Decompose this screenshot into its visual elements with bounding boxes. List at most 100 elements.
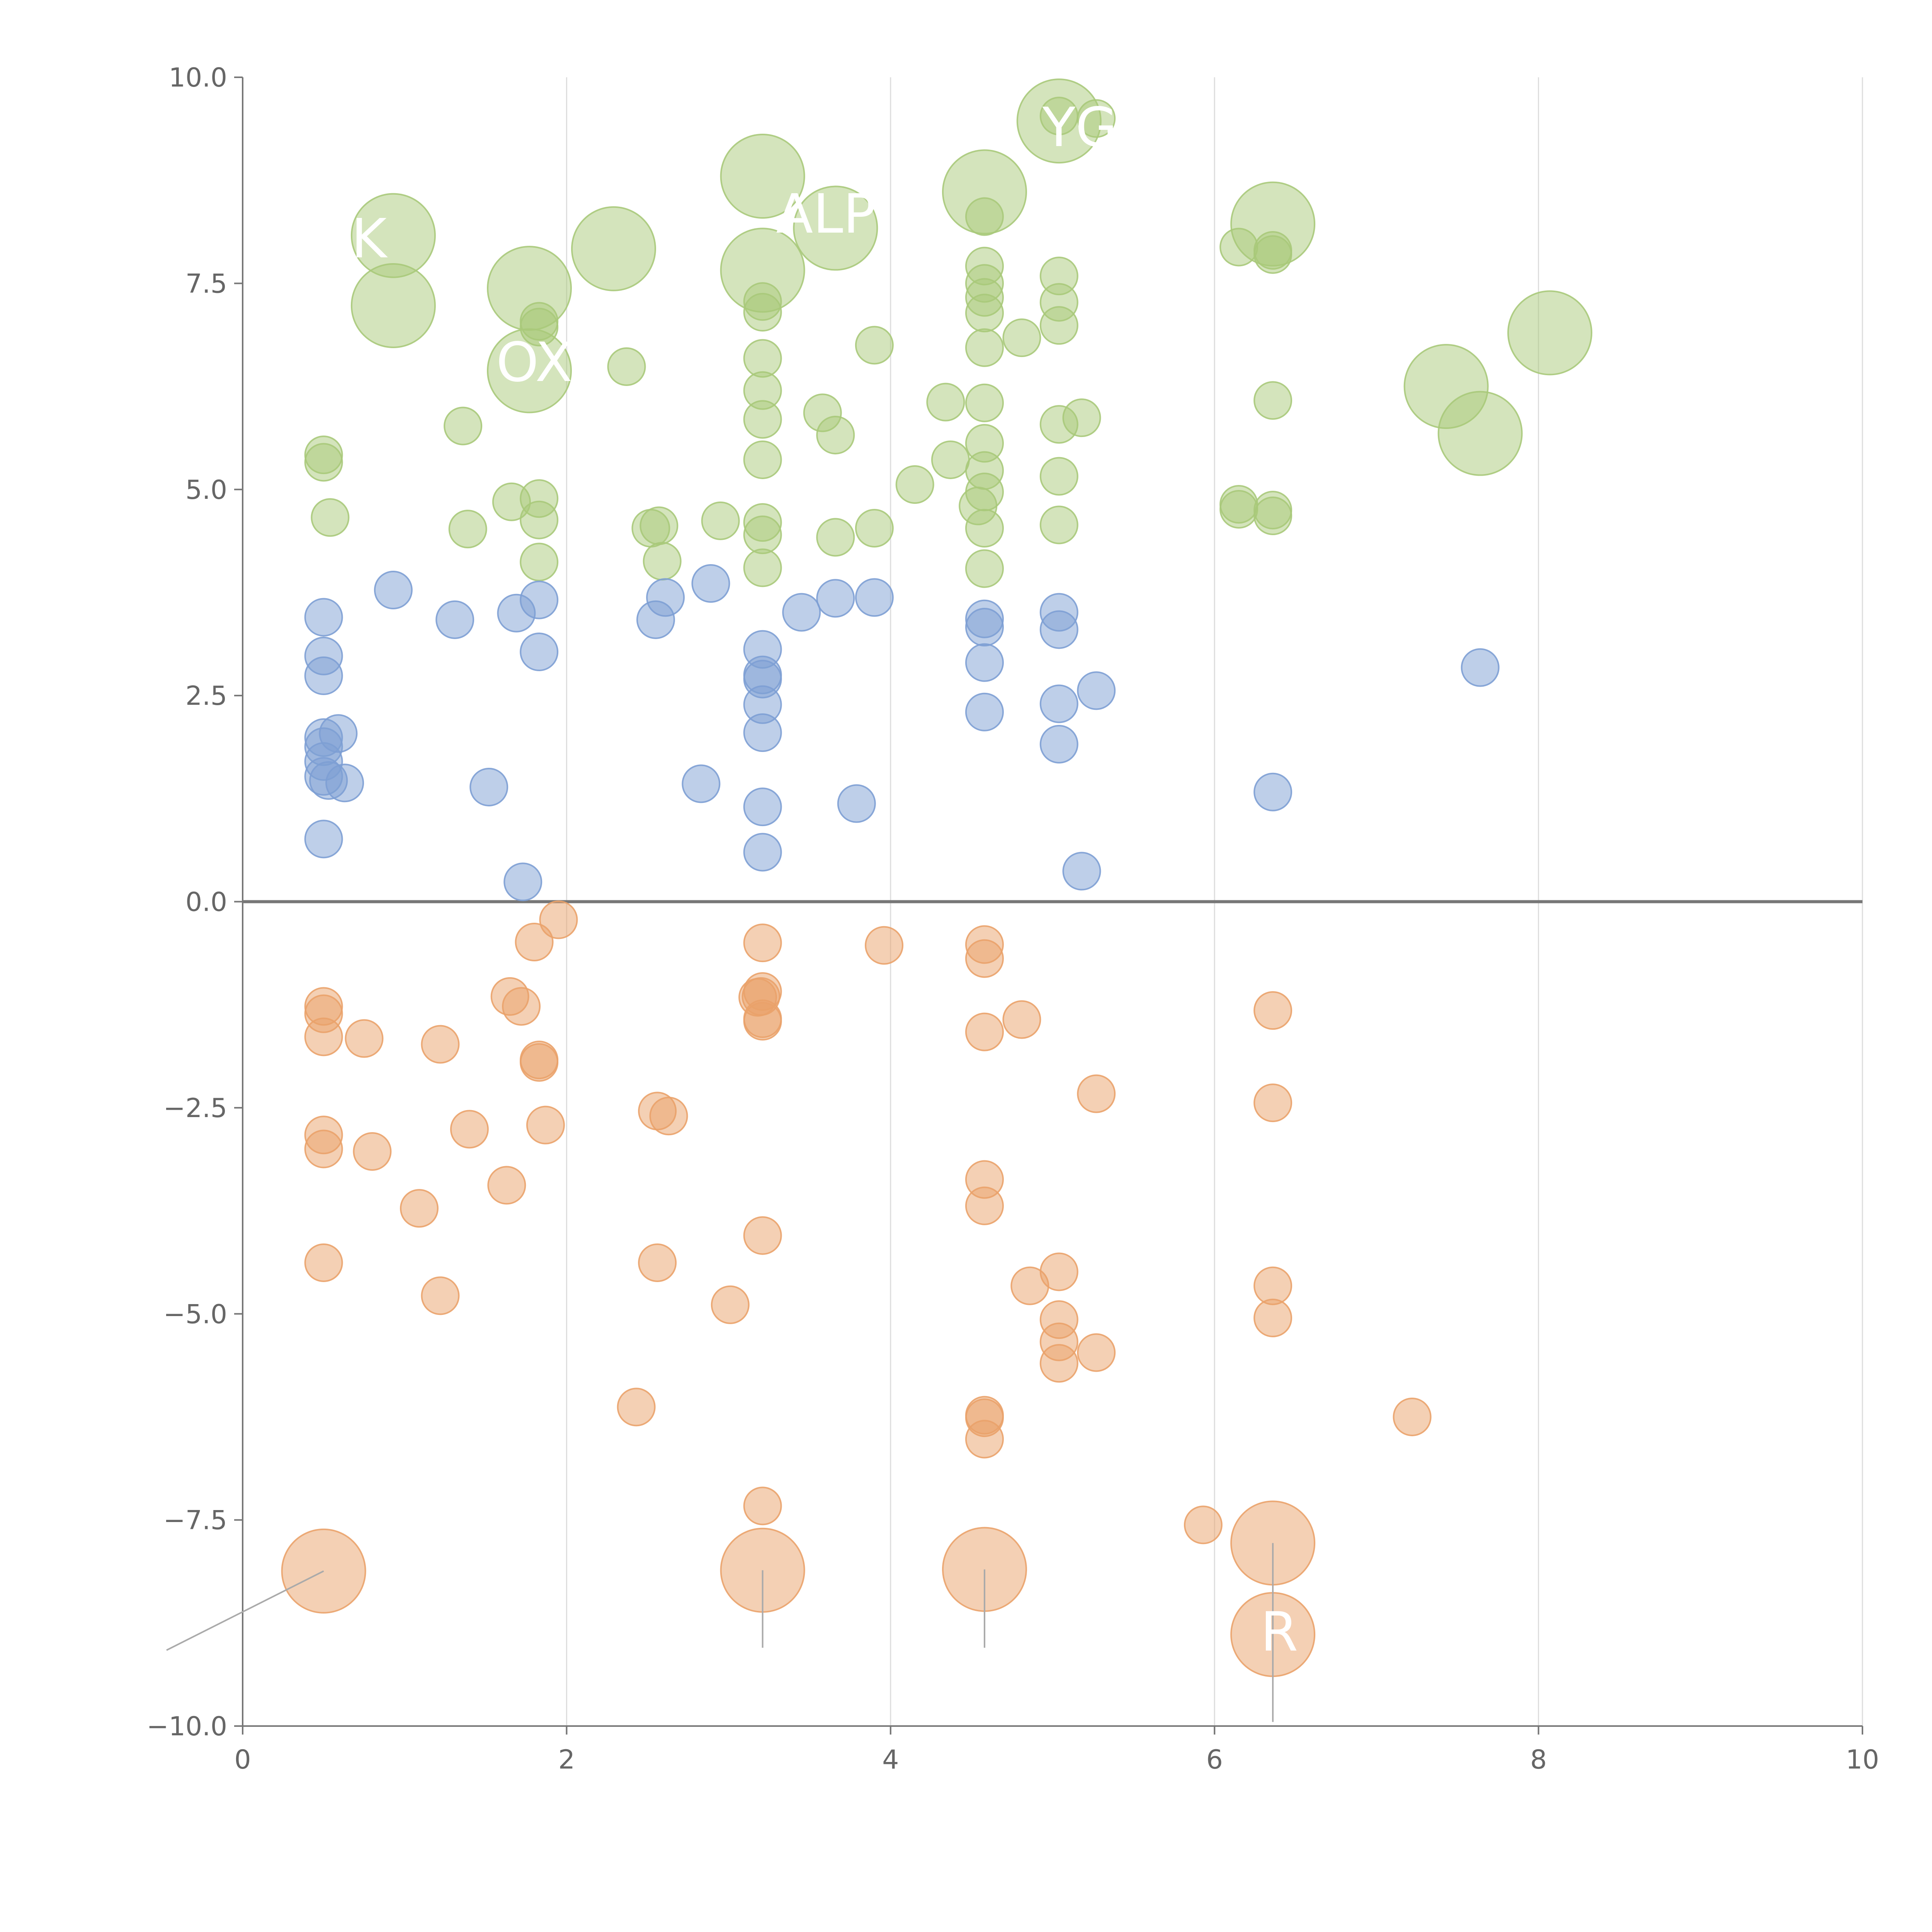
data-point-up_low — [1039, 610, 1078, 649]
data-point-up_low — [1062, 852, 1101, 891]
data-point-down — [638, 1243, 677, 1282]
data-point-up_high — [350, 263, 436, 348]
data-point-up_high — [520, 308, 559, 347]
data-point-down — [1393, 1397, 1432, 1436]
data-point-up_high — [1253, 381, 1293, 420]
data-point-up_low — [691, 564, 730, 603]
data-point-up_low — [304, 656, 343, 695]
y-tick-label: 10.0 — [169, 63, 227, 93]
data-point-up_low — [965, 643, 1004, 682]
data-point-up_high — [304, 443, 343, 482]
data-point-up_low — [837, 784, 876, 823]
data-point-down — [304, 1243, 343, 1282]
data-point-up_high — [607, 347, 646, 386]
x-tick-label: 10 — [1846, 1745, 1879, 1775]
data-point-down — [965, 1420, 1004, 1459]
data-point-up_high — [965, 197, 1004, 236]
data-point-up_low — [1461, 648, 1500, 687]
data-point-up_low — [1077, 671, 1116, 710]
data-point-down — [345, 1019, 384, 1058]
data-point-up_low — [855, 578, 894, 617]
data-point-down — [1253, 1083, 1293, 1122]
data-point-down — [1253, 991, 1293, 1030]
data-point-up_low — [520, 580, 559, 619]
data-point-up_high — [965, 294, 1004, 333]
data-point-up_high — [743, 293, 782, 332]
data-point-down — [421, 1025, 460, 1064]
data-point-up_high — [1039, 457, 1078, 496]
data-point-down — [865, 926, 904, 965]
data-point-up_high — [1077, 99, 1116, 138]
y-tick-label: 2.5 — [185, 681, 227, 711]
data-point-up_high — [1039, 306, 1078, 345]
data-point-up_low — [374, 571, 413, 610]
data-point-down — [1039, 1252, 1078, 1291]
data-point-up_high — [720, 134, 805, 219]
data-point-up_high — [1002, 318, 1041, 357]
data-point-down — [526, 1105, 565, 1145]
data-point-down — [304, 1017, 343, 1056]
data-point-up_high — [1062, 398, 1101, 437]
data-point-down — [743, 1002, 782, 1041]
data-point-up_high — [311, 498, 350, 537]
x-tick-label: 0 — [234, 1745, 251, 1775]
data-point-down — [965, 939, 1004, 978]
data-point-up_high — [816, 415, 855, 454]
data-point-up_high — [520, 500, 559, 539]
data-point-down — [743, 1486, 782, 1526]
data-point-up_low — [1039, 725, 1078, 764]
data-point-up_low — [1039, 684, 1078, 723]
axes: 10.0 7.5 5.0 2.5 0.0 −2.5 −5.0 −7.5 −10.00 2 4 6 8 10 — [147, 63, 1879, 1775]
data-point-up_low — [743, 833, 782, 872]
data-point-up_high — [743, 515, 782, 554]
x-tick-label: 4 — [882, 1745, 899, 1775]
data-point-up_high — [793, 185, 878, 271]
data-point-up_high — [743, 440, 782, 479]
data-point-down — [1184, 1505, 1223, 1544]
data-point-up_high — [895, 465, 934, 504]
y-tick-label: −7.5 — [163, 1505, 227, 1536]
data-point-up_low — [520, 633, 559, 672]
data-point-up_high — [571, 206, 656, 291]
data-point-up_low — [682, 764, 721, 803]
data-point-up_low — [965, 692, 1004, 731]
data-point-up_low — [304, 598, 343, 637]
data-point-down — [1039, 1344, 1078, 1383]
data-point-up_low — [1253, 772, 1293, 811]
data-point-down — [711, 1285, 750, 1324]
data-point-up_high — [1437, 391, 1523, 476]
data-point-down — [1253, 1298, 1293, 1337]
data-point-down — [520, 1043, 559, 1082]
data-point-up_high — [1219, 490, 1259, 529]
data-point-down — [515, 923, 554, 962]
data-point-up_high — [965, 383, 1004, 422]
data-point-up_low — [503, 862, 543, 901]
data-point-up_low — [743, 787, 782, 827]
data-point-down — [743, 923, 782, 963]
data-point-up_low — [469, 767, 509, 806]
data-point-up_low — [319, 714, 358, 753]
data-point-down — [965, 1012, 1004, 1051]
data-point-up_high — [1253, 497, 1293, 536]
data-point-up_high — [816, 518, 855, 557]
data-point-down — [450, 1110, 489, 1149]
data-point-up_low — [304, 820, 343, 859]
x-tick-label: 6 — [1206, 1745, 1223, 1775]
data-point-down — [502, 987, 541, 1026]
data-point-up_low — [816, 579, 855, 618]
data-point-down — [487, 1166, 526, 1205]
data-point-down — [617, 1388, 656, 1427]
data-point-up_high — [965, 549, 1004, 588]
data-point-down — [400, 1189, 439, 1228]
data-point-up_high — [520, 543, 559, 582]
data-point-up_low — [435, 600, 474, 639]
data-point-down — [1002, 1000, 1041, 1039]
data-point-up_high — [1253, 235, 1293, 274]
data-point-down — [1077, 1333, 1116, 1372]
y-tick-label: 7.5 — [185, 269, 227, 299]
y-tick-label: 5.0 — [185, 475, 227, 505]
point-label: ALPI — [776, 183, 891, 246]
point-label: R — [1260, 1601, 1298, 1664]
